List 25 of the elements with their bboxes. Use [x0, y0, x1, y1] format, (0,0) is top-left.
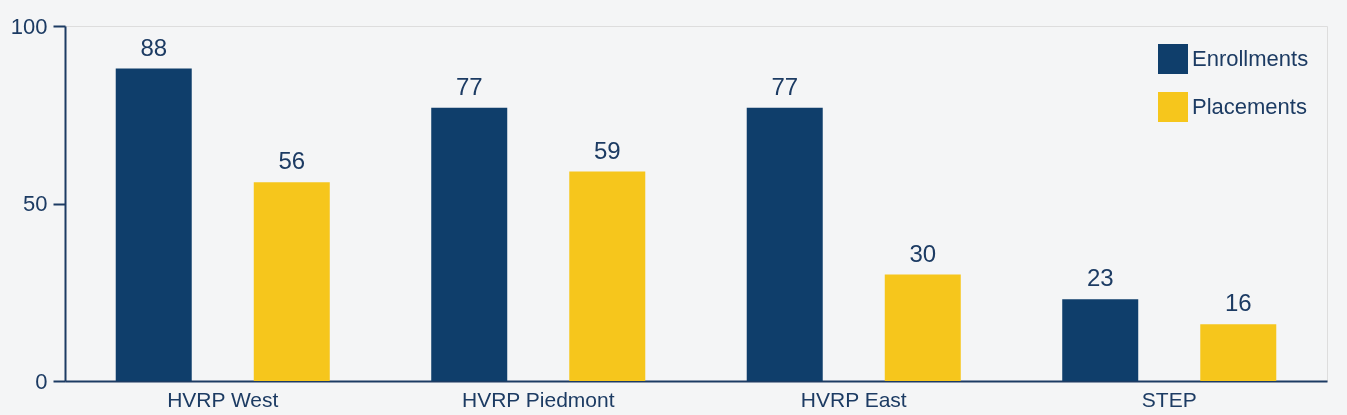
bar [569, 171, 646, 381]
data-label: 30 [909, 239, 937, 267]
bar [1062, 299, 1139, 381]
legend-label: Placements [1192, 94, 1307, 119]
data-label: 77 [771, 72, 799, 100]
data-label: 23 [1086, 264, 1114, 292]
bar [115, 68, 192, 381]
bar [431, 107, 508, 381]
x-tick-label: HVRP Piedmont [461, 387, 615, 411]
y-tick-label: 0 [35, 368, 48, 394]
data-label: 88 [140, 33, 168, 61]
y-tick-label: 50 [23, 191, 48, 216]
x-tick-label: HVRP West [167, 387, 279, 411]
legend-label: Enrollments [1192, 46, 1309, 71]
data-label: 16 [1224, 289, 1252, 317]
y-tick-label: 100 [10, 13, 48, 39]
data-label: 56 [278, 147, 306, 175]
x-tick-label: STEP [1141, 387, 1197, 411]
bar [253, 182, 330, 381]
bar [884, 274, 961, 381]
bar [1200, 324, 1277, 381]
data-label: 77 [455, 72, 483, 100]
data-label: 59 [593, 136, 621, 164]
x-tick-label: HVRP East [800, 387, 907, 411]
bar [746, 107, 823, 381]
